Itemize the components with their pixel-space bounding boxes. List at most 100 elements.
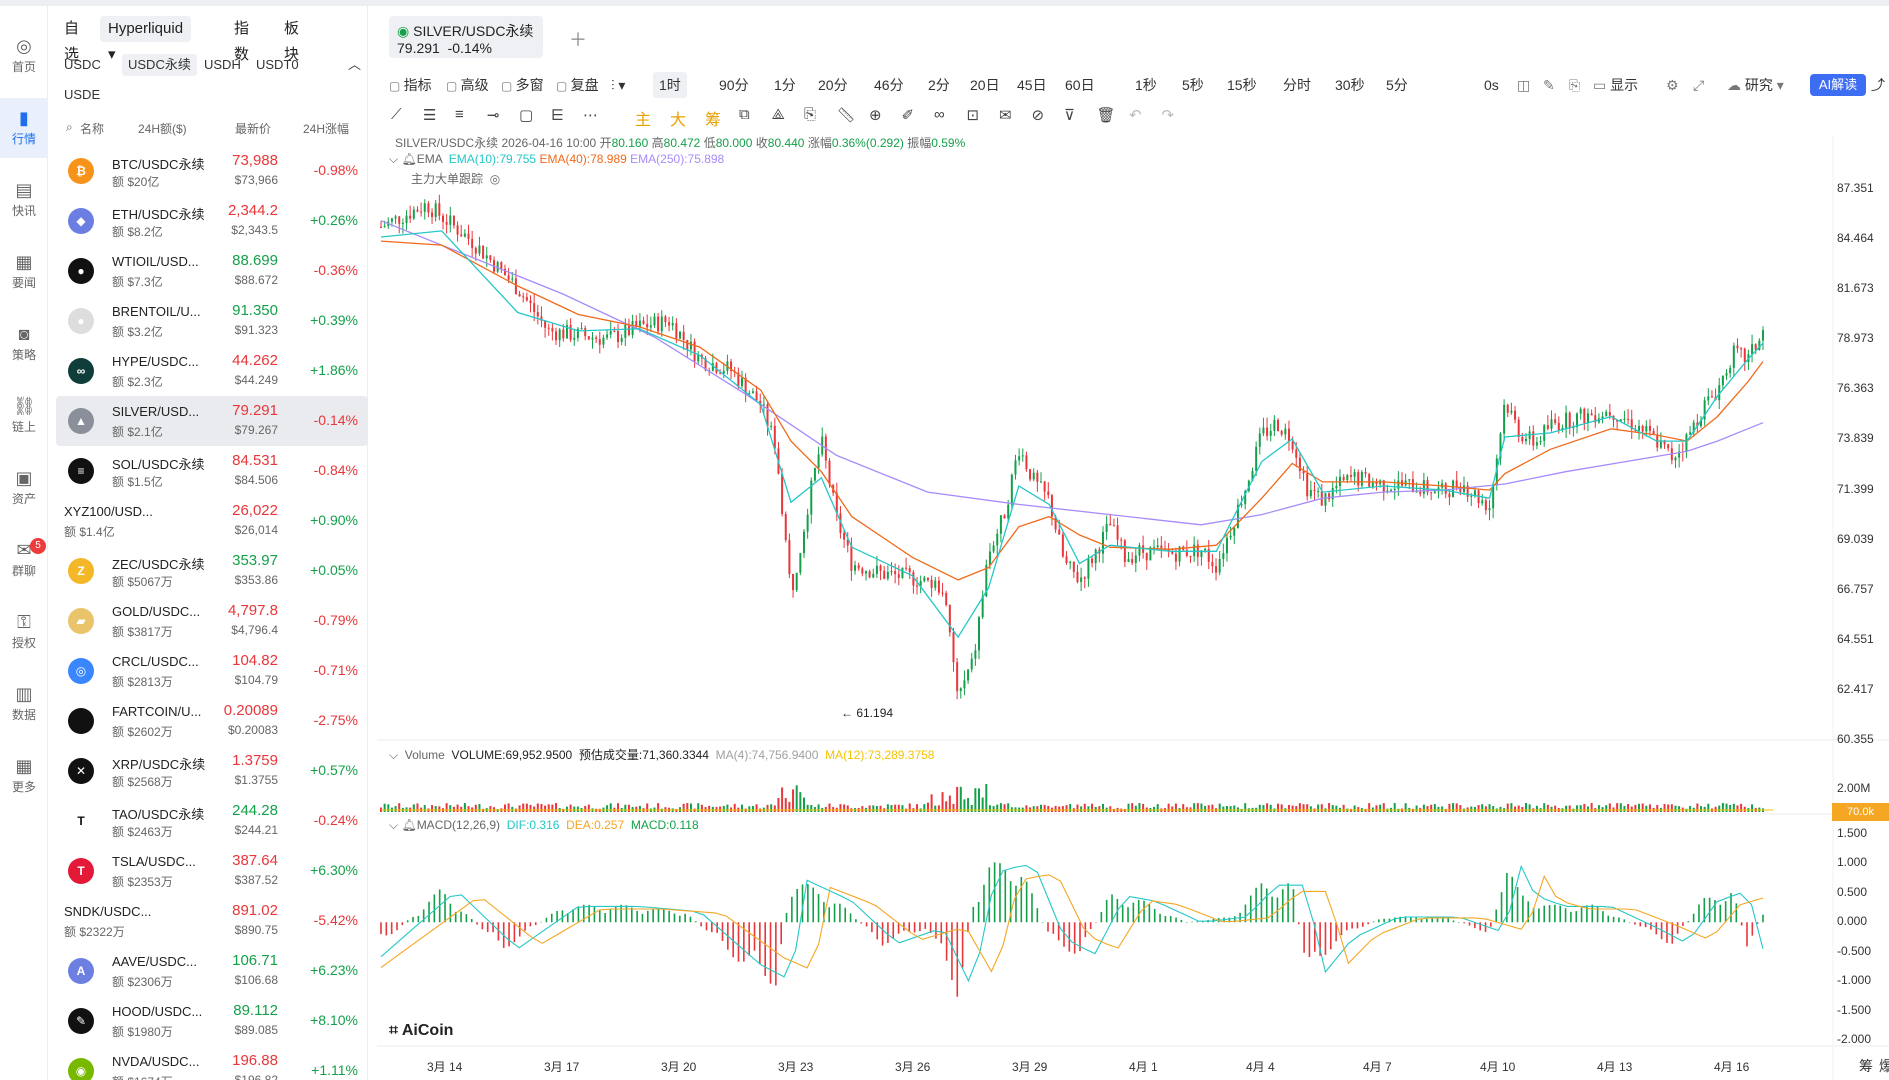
market-row[interactable]: ▲ SILVER/USD... 额 $2.1亿 79.291 $79.267 -0.14% <box>56 396 368 446</box>
trash-icon[interactable]: 🗑︎ <box>1096 107 1116 124</box>
sort-price[interactable]: 最新价 <box>235 122 272 136</box>
sort-volume[interactable]: 24H额($) <box>138 122 187 136</box>
toolbar-multi-window[interactable]: ▢ 多窗 <box>501 72 544 98</box>
tab-index[interactable]: 指数 <box>234 20 250 63</box>
hline-icon[interactable]: ☰ <box>423 107 437 124</box>
interval-2[interactable]: 1分 <box>774 77 796 93</box>
note-icon[interactable]: ✉ <box>999 107 1012 124</box>
nav-document[interactable]: ▦ 要闻 <box>0 242 48 302</box>
nav-data[interactable]: ▥ 数据 <box>0 674 48 734</box>
interval-1[interactable]: 90分 <box>719 77 749 93</box>
collapse-icon[interactable]: ︿ <box>348 57 362 72</box>
fullscreen-icon[interactable]: ⤢ <box>1693 77 1705 93</box>
undo-icon[interactable]: ↶ <box>1129 107 1142 124</box>
sort-change[interactable]: 24H涨幅 <box>303 122 350 136</box>
collapse-volume-icon[interactable]: ⌵ <box>389 748 399 762</box>
toolbar-replay[interactable]: ▢ 复盘 <box>556 72 599 98</box>
nav-wallet[interactable]: ▣ 资产 <box>0 458 48 518</box>
copy-icon[interactable]: ⎘ <box>804 106 817 123</box>
market-row[interactable]: SNDK/USDC... 额 $2322万 891.02 $890.75 -5.42% <box>56 896 368 946</box>
toolbar-advanced[interactable]: ▢ 高级 <box>446 72 489 98</box>
magnet-icon[interactable]: ⟁ <box>771 106 785 123</box>
more-icon[interactable]: ⋯ <box>583 107 598 124</box>
subtab-usdt0[interactable]: USDT0 <box>256 57 299 72</box>
nav-chat[interactable]: ✉ 群聊 5 <box>0 530 48 590</box>
market-row[interactable]: FARTCOIN/U... 额 $2602万 0.20089 $0.20083 -2.7… <box>56 696 368 746</box>
interval-6[interactable]: 20日 <box>970 77 1000 93</box>
tab-hyperliquid[interactable]: Hyperliquid ▾ <box>100 16 192 63</box>
research-button[interactable]: ☁ 研究 ▾ <box>1727 72 1784 98</box>
zoom-icon[interactable]: ⊕ <box>869 107 882 124</box>
camera-icon[interactable]: ◫ <box>1517 77 1531 93</box>
market-row[interactable]: ✕ XRP/USDC永续额 $2568万 1.3759 $1.3755 +0.57% <box>56 746 368 796</box>
filter-icon[interactable]: ⊽ <box>1064 107 1075 124</box>
tab-watchlist[interactable]: 自选 <box>64 20 80 63</box>
market-row[interactable]: ● BRENTOIL/U... 额 $3.2亿 91.350 $91.323 +0.39% <box>56 296 368 346</box>
market-row[interactable]: T TSLA/USDC... 额 $2353万 387.64 $387.52 +6.30% <box>56 846 368 896</box>
market-row[interactable]: T TAO/USDC永续额 $2463万 244.28 $244.21 -0.24% <box>56 796 368 846</box>
macd-bell-icon[interactable]: 🔔︎ <box>401 818 417 832</box>
redo-icon[interactable]: ↷ <box>1161 107 1175 124</box>
subtab-usde[interactable]: USDE <box>64 87 101 102</box>
bell-icon[interactable]: 🔔︎ <box>401 152 417 166</box>
sort-name[interactable]: 名称 <box>80 122 105 136</box>
layout-icon[interactable]: ⎘ <box>1569 77 1581 93</box>
interval-8[interactable]: 60日 <box>1065 77 1095 93</box>
display-button[interactable]: ▭ 显示 <box>1593 72 1638 98</box>
market-row[interactable]: ◉ NVDA/USDC... 额 $1674万 196.88 $196.82 +1.11% <box>56 1046 368 1080</box>
market-row[interactable]: ◎ CRCL/USDC... 额 $2813万 104.82 $104.79 -0.71% <box>56 646 368 696</box>
market-row[interactable]: ₿ BTC/USDC永续额 $20亿 73,988 $73,966 -0.98% <box>56 146 368 196</box>
interval-11[interactable]: 15秒 <box>1227 77 1257 93</box>
nav-chart[interactable]: ▮ 行情 <box>0 98 48 158</box>
interval-13[interactable]: 30秒 <box>1335 77 1365 93</box>
ruler-icon[interactable]: 📏︎ <box>836 107 856 124</box>
subtab-usdh[interactable]: USDH <box>204 57 241 72</box>
chart-type-icon[interactable]: ⫶ ▾ <box>611 77 626 93</box>
interval-7[interactable]: 45日 <box>1017 77 1047 93</box>
share-icon[interactable]: ⤴ <box>1871 77 1885 93</box>
rect-icon[interactable]: ▢ <box>519 107 534 124</box>
symbol-tab[interactable]: ◉ SILVER/USDC永续 79.291 -0.14% <box>389 16 543 58</box>
ai-interpret-button[interactable]: AI解读 <box>1810 74 1866 96</box>
overlay-toggle-1[interactable]: 大 <box>670 112 687 129</box>
nav-key[interactable]: ⚿ 授权 <box>0 602 48 662</box>
lock-icon[interactable]: ⊡ <box>966 107 980 124</box>
nav-home[interactable]: ◎ 首页 <box>0 26 48 86</box>
interval-4[interactable]: 46分 <box>874 77 904 93</box>
chip-icon[interactable]: 筹 <box>1859 1058 1873 1074</box>
market-row[interactable]: XYZ100/USD... 额 $1.4亿 26,022 $26,014 +0.90% <box>56 496 368 546</box>
search-icon[interactable]: ⌕ <box>66 120 73 134</box>
nav-news[interactable]: ▤ 快讯 <box>0 170 48 230</box>
whale-tracking[interactable]: 主力大单跟踪 ◎ <box>411 170 500 187</box>
overlay-toggle-2[interactable]: 筹 <box>705 112 722 129</box>
pencil-icon[interactable]: ✎ <box>1543 77 1555 93</box>
nav-robot[interactable]: ◙ 策略 <box>0 314 48 374</box>
fib-icon[interactable]: ⋿ <box>551 107 565 124</box>
collapse-ema-icon[interactable]: ⌵ <box>389 152 399 166</box>
interval-10[interactable]: 5秒 <box>1182 77 1204 93</box>
settings-icon[interactable]: ⚙ <box>1666 77 1679 93</box>
market-row[interactable]: ≡ SOL/USDC永续额 $1.5亿 84.531 $84.506 -0.84% <box>56 446 368 496</box>
ray-icon[interactable]: ⊸ <box>487 107 500 124</box>
toolbar-indicator[interactable]: ▢ 指标 <box>389 72 432 98</box>
interval-0[interactable]: 1时 <box>653 72 687 98</box>
heat-icon[interactable]: 爆 <box>1879 1058 1889 1074</box>
interval-12[interactable]: 分时 <box>1283 77 1311 93</box>
eye-off-icon[interactable]: ◎ <box>489 172 501 186</box>
hide-icon[interactable]: ⊘ <box>1031 107 1045 124</box>
subtab-usdc[interactable]: USDC <box>64 57 101 72</box>
market-row[interactable]: ▰ GOLD/USDC... 额 $3817万 4,797.8 $4,796.4 -0.7… <box>56 596 368 646</box>
link-icon[interactable]: ∞ <box>934 106 945 123</box>
measure-icon[interactable]: ⧉ <box>739 106 750 123</box>
market-row[interactable]: Z ZEC/USDC永续额 $5067万 353.97 $353.86 +0.05% <box>56 546 368 596</box>
add-tab-icon[interactable]: ＋ <box>569 30 587 50</box>
collapse-macd-icon[interactable]: ⌵ <box>389 818 399 832</box>
market-row[interactable]: ∞ HYPE/USDC... 额 $2.3亿 44.262 $44.249 +1.86% <box>56 346 368 396</box>
nav-chain[interactable]: ⛓ 链上 <box>0 386 48 446</box>
interval-14[interactable]: 5分 <box>1386 77 1408 93</box>
interval-9[interactable]: 1秒 <box>1135 77 1157 93</box>
channel-icon[interactable]: ≡ <box>455 106 464 123</box>
tab-sector[interactable]: 板块 <box>284 20 300 63</box>
overlay-toggle-0[interactable]: 主 <box>635 112 652 129</box>
brush-icon[interactable]: ✐ <box>901 107 915 124</box>
